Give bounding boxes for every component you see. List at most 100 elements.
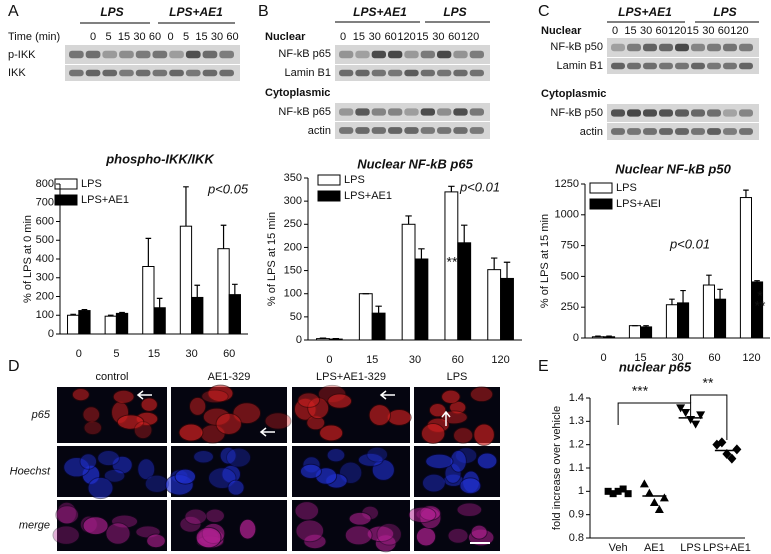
row-label: Hoechst bbox=[10, 465, 51, 477]
x-tick-label: 60 bbox=[452, 354, 464, 366]
cell bbox=[299, 463, 322, 479]
blot-band bbox=[152, 69, 168, 77]
x-tick-label: AE1 bbox=[644, 542, 665, 554]
error-bar bbox=[145, 237, 152, 267]
cell bbox=[83, 420, 103, 436]
y-tick-label: 500 bbox=[36, 234, 54, 246]
blot-band bbox=[707, 43, 721, 52]
error-bar bbox=[107, 314, 114, 317]
cell bbox=[386, 408, 412, 426]
time: 5 bbox=[183, 31, 189, 43]
section-label: Cytoplasmic bbox=[541, 88, 606, 100]
point bbox=[696, 411, 706, 420]
bar bbox=[677, 302, 690, 339]
bar bbox=[640, 326, 653, 339]
blot-band bbox=[169, 50, 184, 59]
cell bbox=[368, 404, 391, 427]
column-label: AE1-329 bbox=[208, 371, 251, 383]
blot-band bbox=[469, 50, 484, 59]
blot-band bbox=[691, 62, 705, 70]
point bbox=[644, 488, 654, 497]
x-tick-label: 60 bbox=[708, 352, 720, 364]
blot-band bbox=[659, 62, 673, 70]
cell bbox=[420, 423, 446, 444]
bar bbox=[401, 223, 416, 341]
blot-band bbox=[611, 109, 625, 117]
y-tick-label: 500 bbox=[561, 270, 579, 282]
blot-band bbox=[453, 108, 468, 116]
point bbox=[639, 479, 649, 488]
point bbox=[654, 505, 664, 513]
blot-band bbox=[675, 109, 689, 117]
blot-band bbox=[627, 128, 641, 135]
cell bbox=[366, 446, 389, 463]
cell bbox=[295, 519, 325, 543]
point bbox=[691, 420, 701, 429]
cell bbox=[456, 502, 483, 518]
annotation: * bbox=[757, 288, 763, 304]
y-axis-label: % of LPS at 15 min bbox=[539, 214, 551, 308]
blot-band bbox=[627, 109, 641, 117]
blot-band bbox=[453, 127, 468, 134]
error-bar bbox=[606, 335, 612, 337]
legend-label: LPS bbox=[616, 182, 637, 194]
error-bar bbox=[81, 309, 88, 311]
y-tick-label: 0 bbox=[573, 332, 579, 344]
blot-band bbox=[659, 43, 673, 52]
cell bbox=[205, 508, 225, 524]
y-tick-label: 1.4 bbox=[569, 392, 584, 404]
y-tick-label: 1.2 bbox=[569, 439, 584, 451]
y-tick-label: 1 bbox=[578, 485, 584, 497]
bar bbox=[115, 312, 129, 335]
cell bbox=[469, 386, 494, 403]
group-label: LPS bbox=[713, 5, 736, 19]
cell bbox=[408, 506, 437, 524]
blot-band bbox=[611, 128, 625, 135]
cell bbox=[82, 406, 101, 423]
cell bbox=[111, 514, 139, 529]
row-label: p65 bbox=[31, 409, 51, 421]
error-bar bbox=[418, 248, 425, 259]
time: 60 bbox=[718, 25, 730, 37]
cell bbox=[415, 526, 437, 547]
legend-swatch bbox=[317, 190, 341, 202]
y-tick-label: 800 bbox=[36, 178, 54, 190]
panel-letter: C bbox=[538, 3, 550, 20]
annotation: p<0.01 bbox=[669, 236, 710, 251]
blot-band bbox=[627, 43, 641, 52]
legend-swatch bbox=[589, 198, 613, 210]
cell bbox=[238, 518, 257, 540]
annotation: p<0.01 bbox=[459, 179, 500, 194]
y-tick-label: 0.9 bbox=[569, 509, 584, 521]
bar bbox=[702, 284, 716, 339]
time: 120 bbox=[397, 31, 415, 43]
blot-band bbox=[691, 43, 705, 52]
blot-band bbox=[339, 127, 354, 134]
bar bbox=[191, 296, 204, 335]
blot-band bbox=[739, 109, 753, 117]
cell bbox=[327, 393, 353, 409]
cell bbox=[178, 423, 204, 442]
blot-band bbox=[339, 108, 354, 116]
error-bar bbox=[643, 325, 649, 327]
cell bbox=[63, 457, 91, 478]
x-tick-label: Veh bbox=[609, 542, 628, 554]
row-label: NF-kB p50 bbox=[550, 41, 603, 53]
blot-band bbox=[202, 69, 218, 77]
time: 15 bbox=[118, 31, 130, 43]
panel-letter: E bbox=[538, 358, 549, 375]
point bbox=[727, 453, 737, 464]
cell bbox=[225, 447, 252, 468]
cell bbox=[425, 453, 454, 470]
blot-strip bbox=[335, 45, 490, 64]
bar bbox=[739, 197, 753, 339]
cell bbox=[137, 458, 156, 481]
blot-band bbox=[420, 108, 435, 116]
blot-band bbox=[691, 128, 705, 135]
cell bbox=[116, 414, 145, 430]
x-tick-label: 30 bbox=[671, 352, 683, 364]
cell bbox=[97, 450, 120, 467]
cell bbox=[201, 389, 229, 404]
error-bar bbox=[461, 224, 468, 243]
blot-band bbox=[437, 50, 452, 59]
